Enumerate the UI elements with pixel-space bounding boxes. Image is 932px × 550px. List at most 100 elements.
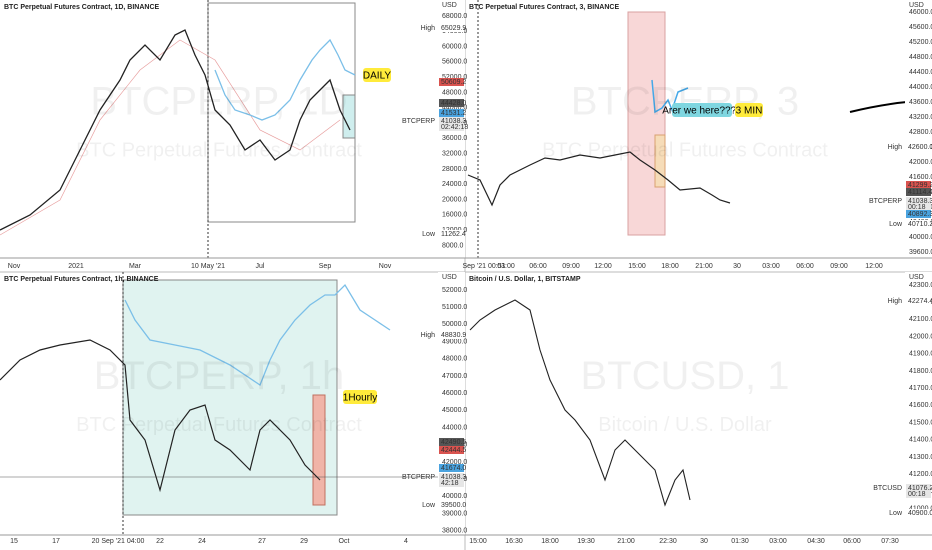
time-tick: 06:00 [529,263,547,270]
price-series [0,339,321,493]
tag-value: 41674.0 [441,465,466,472]
range-box [312,394,326,506]
price-tag [439,438,464,446]
time-tick: 17 [52,538,60,545]
tag-value: 65029.9 [441,25,466,32]
watermark-subtitle: BTC Perpetual Futures Contract [76,414,362,436]
time-tick: Sep [319,263,332,270]
tag-label: BTCUSD [873,485,902,492]
time-tick: 30 [733,263,741,270]
price-tick: 44000.0 [909,84,932,91]
indicator-line [0,39,341,236]
price-series [0,29,351,231]
price-tick: 43200.0 [909,114,932,121]
price-tick: 56000.0 [442,59,467,66]
time-tick: 2021 [68,263,84,270]
time-tick: 06:00 [843,538,861,545]
price-series [469,299,691,507]
time-tick: 03:00 [769,538,787,545]
price-tick: 40000.0 [442,493,467,500]
price-tick: 48000.0 [442,89,467,96]
price-tag [439,117,464,131]
time-tick: Sep '21 00:51 [463,263,506,270]
time-tick: 21:00 [617,538,635,545]
price-tick: 43600.0 [909,99,932,106]
price-tick: 41400.00 [909,437,932,444]
time-tick: 19:30 [577,538,595,545]
watermark: BTCPERP, 1h [94,354,345,398]
price-tick: 41600.0 [909,174,932,181]
price-tick: 36000.0 [442,135,467,142]
price-tick: 41800.00 [909,368,932,375]
currency: USD [909,274,924,281]
tag-label: Low [889,510,903,517]
price-tick: 52000.0 [442,74,467,81]
time-tick: 15:00 [469,538,487,545]
time-tick: Nov [379,263,392,270]
annotation: 1Hourly [343,393,377,404]
time-tick: 04:30 [807,538,825,545]
time-tick: 4 [404,538,408,545]
tag-value: 40710.2 [908,221,932,228]
tag-value: 48830.9 [441,332,466,339]
tag-value: 44428.0 [441,100,466,107]
tag-countdown: 00:18 [908,204,926,211]
price-tag [906,297,931,305]
price-tick: 44400.0 [909,69,932,76]
annotation: DAILY [363,71,391,82]
tag-value: 41299.2 [908,182,932,189]
price-tick: 44000.0 [442,424,467,431]
time-tick: 18:00 [661,263,679,270]
price-tag [439,230,464,238]
tag-label: BTCPERP [402,118,435,125]
range-box [627,11,666,236]
watermark: BTCPERP, 1D [90,80,347,124]
price-tag [906,181,931,189]
price-axis [438,272,465,535]
currency: USD [909,2,924,9]
price-tick: 20000.0 [442,196,467,203]
watermark-subtitle: BTC Perpetual Futures Contract [76,139,362,161]
tag-label: High [421,25,436,32]
time-tick: Oct [339,538,350,545]
price-tick: 41600.00 [909,402,932,409]
time-tick: 12:00 [594,263,612,270]
price-tag [439,501,464,509]
time-tick: 29 [300,538,308,545]
time-tick: 27 [258,538,266,545]
tag-countdown: 02:42:18 [441,124,468,131]
currency: USD [442,2,457,9]
tag-label: High [888,298,903,305]
panel-title: Bitcoin / U.S. Dollar, 1, BITSTAMP [469,276,581,283]
price-tick: 48000.0 [442,356,467,363]
price-series [467,151,731,207]
tag-value: 40892.3 [908,211,932,218]
time-tick: 15 [10,538,18,545]
annotation-box [735,103,763,117]
range-box [122,279,338,516]
price-tick: 42100.00 [909,316,932,323]
tag-label: BTCPERP [869,198,902,205]
annotation: 3 MIN [736,106,763,117]
time-tick: 21:00 [695,263,713,270]
price-tag [439,24,464,32]
price-tick: 16000.0 [442,212,467,219]
currency: USD [442,274,457,281]
price-tag [906,210,931,218]
price-tick: 8000.0 [442,242,464,249]
tag-label: Low [422,231,436,238]
price-tag [439,109,464,117]
price-series [214,38,356,121]
annotation-box [672,103,732,117]
time-tick: Mar [129,263,142,270]
price-tick: 28000.0 [442,166,467,173]
tag-label: High [421,332,436,339]
price-tick: 42800.0 [909,129,932,136]
time-tick: 15:00 [628,263,646,270]
time-tick: 16:30 [505,538,523,545]
price-tick: 42000.0 [909,159,932,166]
price-tick: 60000.0 [442,43,467,50]
tag-value: 40900.00 [908,510,932,517]
time-tick: 09:00 [562,263,580,270]
